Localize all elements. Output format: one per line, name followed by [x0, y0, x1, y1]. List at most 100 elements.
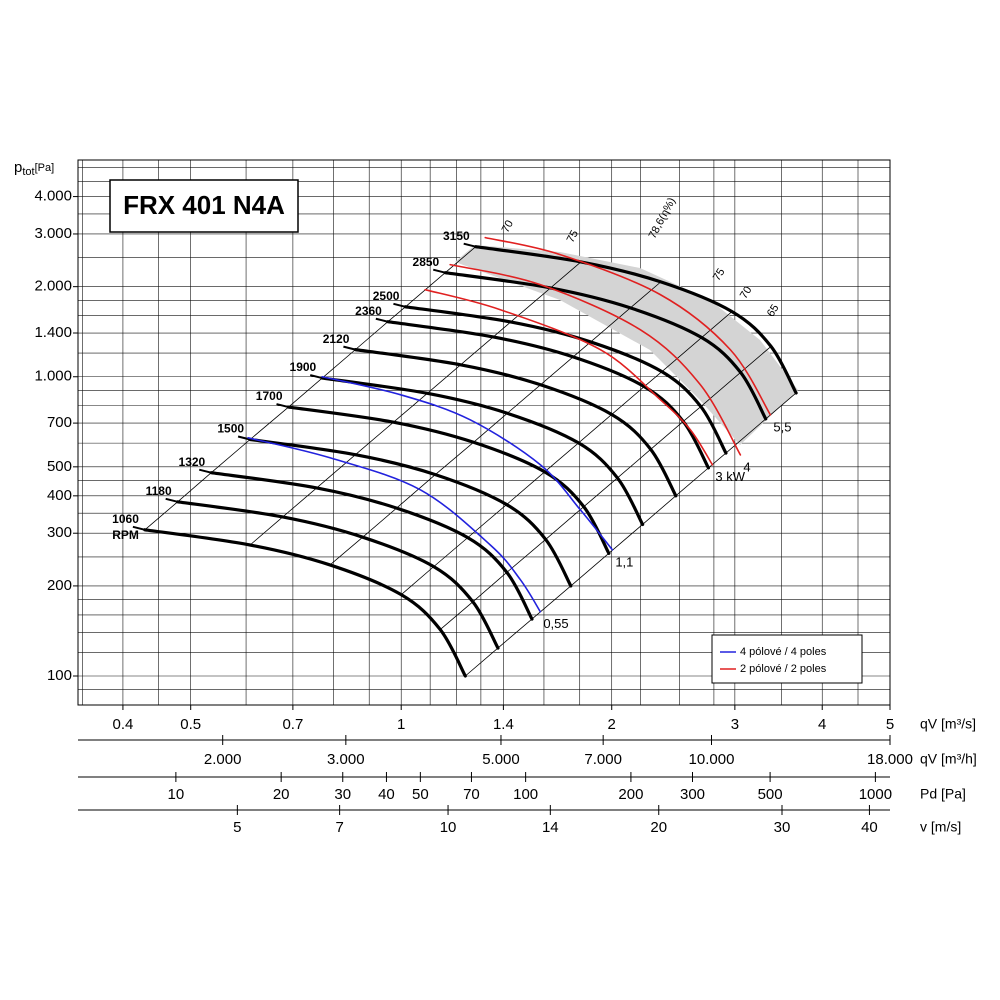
rpm-tick [343, 345, 356, 351]
y-tick-label: 200 [47, 577, 72, 594]
rpm-unit: RPM [112, 528, 139, 542]
secondary-tick-label: 300 [680, 786, 705, 803]
rpm-label: 1060 [112, 512, 139, 526]
secondary-tick-label: 30 [334, 786, 351, 803]
rpm-label: 2120 [323, 332, 350, 346]
rpm-tick [393, 302, 406, 308]
power-label: 4 [743, 459, 750, 474]
x-tick-label: 0.5 [180, 716, 201, 733]
secondary-tick-label: 100 [513, 786, 538, 803]
x-tick-label: 0.4 [112, 716, 133, 733]
secondary-tick-label: 14 [542, 819, 559, 836]
curve [143, 528, 467, 678]
curve [484, 236, 772, 416]
legend-label: 4 pólové / 4 poles [740, 646, 827, 658]
secondary-tick-label: 20 [273, 786, 290, 803]
y-tick-label: 300 [47, 524, 72, 541]
rpm-label: 1500 [217, 422, 244, 436]
y-label-symbol: p [14, 159, 22, 176]
secondary-tick-label: 5 [233, 819, 241, 836]
efficiency-label: 70 [500, 218, 516, 234]
rpm-label: 3150 [443, 229, 470, 243]
rpm-tick [463, 242, 476, 248]
optimal-area [455, 245, 798, 445]
curve [320, 376, 645, 527]
rpm-tick [375, 317, 389, 323]
power-label: 5,5 [773, 419, 791, 434]
y-tick-label: 1.000 [34, 368, 72, 385]
secondary-tick-label: 30 [774, 819, 791, 836]
secondary-tick-label: 500 [758, 786, 783, 803]
secondary-tick-label: 3.000 [327, 751, 365, 768]
x-axis-label: qV [m³/s] [920, 716, 976, 732]
x-tick-label: 4 [818, 716, 826, 733]
y-label-sub: tot [22, 166, 34, 178]
secondary-tick-label: 40 [378, 786, 395, 803]
title-box [109, 179, 299, 233]
y-tick-label: 700 [47, 414, 72, 431]
curve [248, 437, 573, 588]
y-tick-label: 100 [47, 667, 72, 684]
rpm-tick [237, 435, 251, 441]
y-tick-label: 400 [47, 487, 72, 504]
secondary-axis-label: v [m/s] [920, 819, 961, 835]
curve [474, 245, 798, 395]
rpm-tick [198, 468, 212, 474]
y-tick-label: 500 [47, 458, 72, 475]
axes: 4.0003.0002.0001.4001.000700500400300200… [34, 188, 976, 836]
y-axis-label: ptot[Pa] [14, 159, 54, 178]
x-tick-label: 2 [608, 716, 616, 733]
efficiency-label: 75 [565, 228, 581, 244]
power-label: 0,55 [543, 616, 568, 631]
legend [711, 634, 863, 684]
y-label-unit: [Pa] [35, 162, 55, 174]
y-tick-label: 4.000 [34, 188, 72, 205]
rpm-label: 2500 [373, 289, 400, 303]
secondary-tick-label: 50 [412, 786, 429, 803]
rpm-tick [276, 403, 289, 409]
x-tick-label: 0.7 [282, 716, 303, 733]
rpm-label: 2850 [413, 255, 440, 269]
secondary-tick-label: 200 [618, 786, 643, 803]
curve [247, 437, 542, 613]
secondary-tick-label: 5.000 [482, 751, 520, 768]
rpm-tick [132, 525, 146, 531]
curve [286, 405, 611, 555]
secondary-tick-label: 2.000 [204, 751, 242, 768]
x-tick-label: 1.4 [493, 716, 514, 733]
rpm-label: 1180 [146, 484, 172, 498]
secondary-tick-label: 10.000 [689, 751, 735, 768]
curve [176, 500, 500, 650]
y-tick-label: 3.000 [34, 225, 72, 242]
secondary-tick-label: 1000 [859, 786, 892, 803]
y-tick-label: 1.400 [34, 324, 72, 341]
secondary-tick-label: 20 [650, 819, 667, 836]
efficiency-label: 75 [711, 266, 728, 283]
secondary-axis-label: qV [m³/h] [920, 751, 977, 767]
rpm-tick [309, 374, 323, 380]
plot-frame [77, 159, 891, 706]
legend-label: 2 pólové / 2 poles [740, 663, 827, 675]
chart-title: FRX 401 N4A [123, 190, 285, 220]
curve [321, 375, 614, 551]
secondary-tick-label: 10 [168, 786, 185, 803]
efficiency-label: 65 [765, 302, 782, 319]
rpm-tick [165, 497, 178, 503]
secondary-tick-label: 18.000 [867, 751, 913, 768]
power-label: 3 kW [715, 469, 745, 484]
curve [209, 471, 534, 621]
secondary-tick-label: 40 [861, 819, 878, 836]
rpm-label: 1320 [179, 455, 206, 469]
y-tick-label: 2.000 [34, 278, 72, 295]
curve [353, 348, 678, 498]
x-tick-label: 5 [886, 716, 894, 733]
secondary-tick-label: 70 [463, 786, 480, 803]
rpm-label: 2360 [355, 304, 382, 318]
rpm-label: 1900 [290, 360, 317, 374]
curve [403, 305, 728, 455]
secondary-tick-label: 7 [335, 819, 343, 836]
rpm-label: 1700 [256, 389, 283, 403]
curve [443, 271, 768, 421]
